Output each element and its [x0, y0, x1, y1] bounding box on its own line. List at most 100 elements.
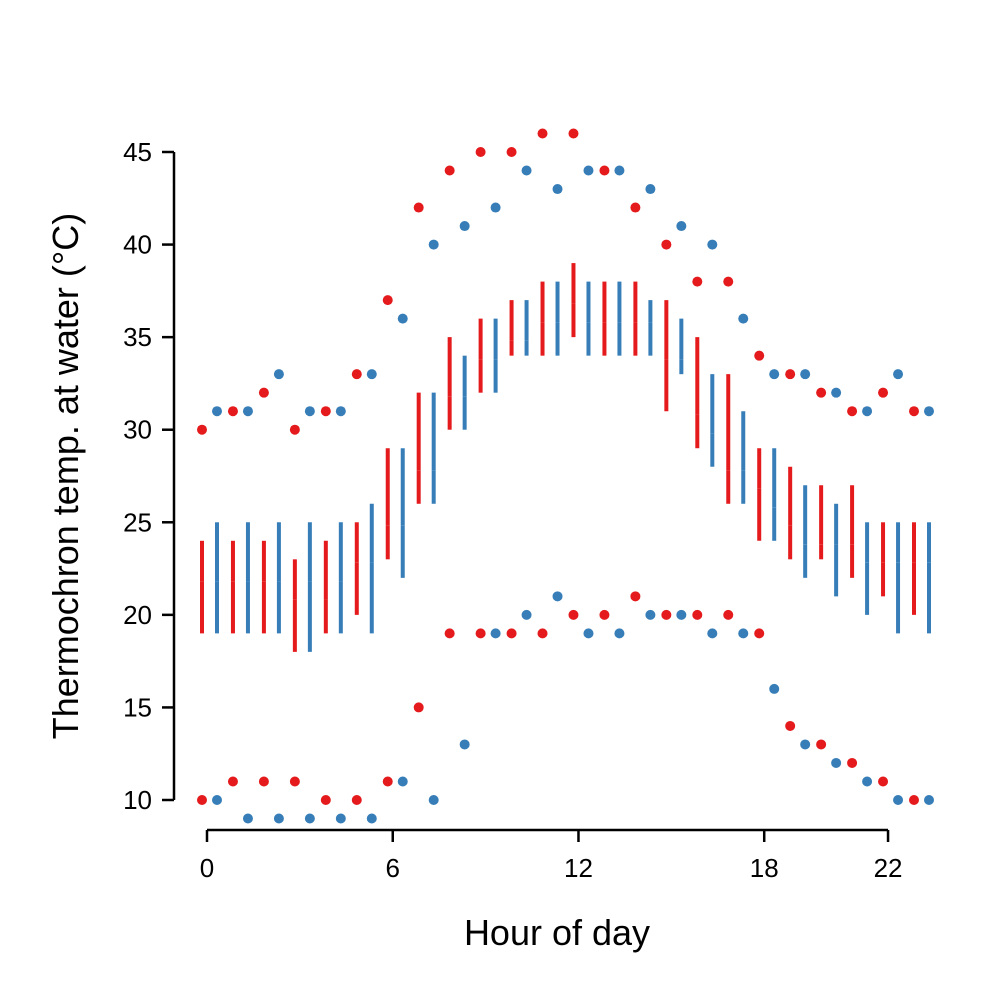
series-2: [212, 165, 934, 824]
max-point: [614, 165, 625, 176]
min-point: [738, 628, 749, 639]
max-point: [676, 221, 687, 232]
max-point: [212, 406, 222, 417]
max-point: [444, 165, 455, 176]
min-point: [630, 591, 641, 602]
min-point: [599, 609, 610, 620]
max-point: [258, 387, 269, 398]
min-point: [785, 720, 796, 731]
y-tick-label: 30: [123, 415, 152, 445]
min-point: [676, 609, 687, 620]
max-point: [475, 147, 486, 157]
min-point: [661, 609, 672, 620]
min-point: [847, 757, 858, 768]
max-point: [738, 313, 749, 324]
min-point: [366, 813, 377, 824]
min-point: [335, 813, 346, 824]
min-point: [212, 795, 222, 805]
y-tick-label: 35: [123, 322, 152, 352]
max-point: [521, 165, 532, 176]
max-point: [320, 406, 331, 417]
max-point: [630, 202, 641, 213]
min-point: [878, 776, 889, 787]
x-tick-label: 12: [564, 853, 593, 883]
y-axis: 10 15 20 25 30 35 40 45: [123, 137, 176, 815]
min-point: [924, 795, 934, 805]
min-point: [754, 628, 765, 639]
max-point: [785, 369, 796, 380]
x-axis-title: Hour of day: [464, 912, 650, 953]
max-point: [552, 184, 563, 195]
min-point: [521, 609, 532, 620]
max-point: [289, 424, 300, 435]
series-1: [197, 128, 919, 805]
max-point: [862, 406, 873, 417]
max-point: [583, 165, 594, 176]
max-point: [707, 239, 718, 250]
max-point: [242, 406, 253, 417]
min-point: [707, 628, 718, 639]
y-tick-label: 40: [123, 230, 152, 260]
min-point: [444, 628, 455, 639]
x-tick-label: 0: [200, 853, 214, 883]
min-point: [893, 795, 904, 805]
max-point: [382, 295, 393, 306]
min-point: [537, 628, 548, 639]
max-point: [304, 406, 315, 417]
min-point: [273, 813, 284, 824]
min-point: [645, 609, 656, 620]
max-point: [769, 369, 780, 380]
min-point: [382, 776, 393, 787]
max-point: [397, 313, 408, 324]
min-point: [862, 776, 873, 787]
min-point: [397, 776, 408, 787]
min-point: [413, 702, 424, 713]
min-point: [692, 609, 703, 620]
x-tick-label: 22: [874, 853, 903, 883]
max-point: [335, 406, 346, 417]
min-point: [289, 776, 300, 787]
y-axis-title: Thermochron temp. at water (°C): [45, 213, 86, 740]
min-point: [769, 683, 780, 694]
x-tick-label: 6: [386, 853, 400, 883]
max-point: [878, 387, 889, 398]
max-point: [893, 369, 904, 380]
max-point: [351, 369, 362, 380]
max-point: [645, 184, 656, 195]
y-tick-label: 25: [123, 507, 152, 537]
min-point: [459, 739, 470, 750]
max-point: [568, 128, 579, 139]
min-point: [800, 739, 811, 750]
x-axis: 0 6 12 18 22: [200, 828, 903, 883]
max-point: [366, 369, 377, 380]
y-tick-label: 10: [123, 785, 152, 815]
max-point: [924, 406, 934, 417]
min-point: [320, 795, 331, 805]
min-point: [552, 591, 563, 602]
min-point: [583, 628, 594, 639]
max-point: [428, 239, 439, 250]
min-point: [614, 628, 625, 639]
y-tick-label: 15: [123, 692, 152, 722]
max-point: [459, 221, 470, 232]
max-point: [197, 424, 207, 435]
max-point: [227, 406, 238, 417]
min-point: [490, 628, 501, 639]
min-point: [304, 813, 315, 824]
max-point: [847, 406, 858, 417]
min-point: [909, 795, 919, 805]
min-point: [227, 776, 238, 787]
max-point: [831, 387, 842, 398]
max-point: [537, 128, 548, 139]
min-point: [506, 628, 517, 639]
max-point: [506, 147, 517, 157]
min-point: [816, 739, 827, 750]
max-point: [816, 387, 827, 398]
max-point: [800, 369, 811, 380]
max-point: [754, 350, 765, 361]
min-point: [831, 757, 842, 768]
max-point: [490, 202, 501, 213]
min-point: [242, 813, 253, 824]
min-point: [197, 795, 207, 805]
max-point: [909, 406, 919, 417]
